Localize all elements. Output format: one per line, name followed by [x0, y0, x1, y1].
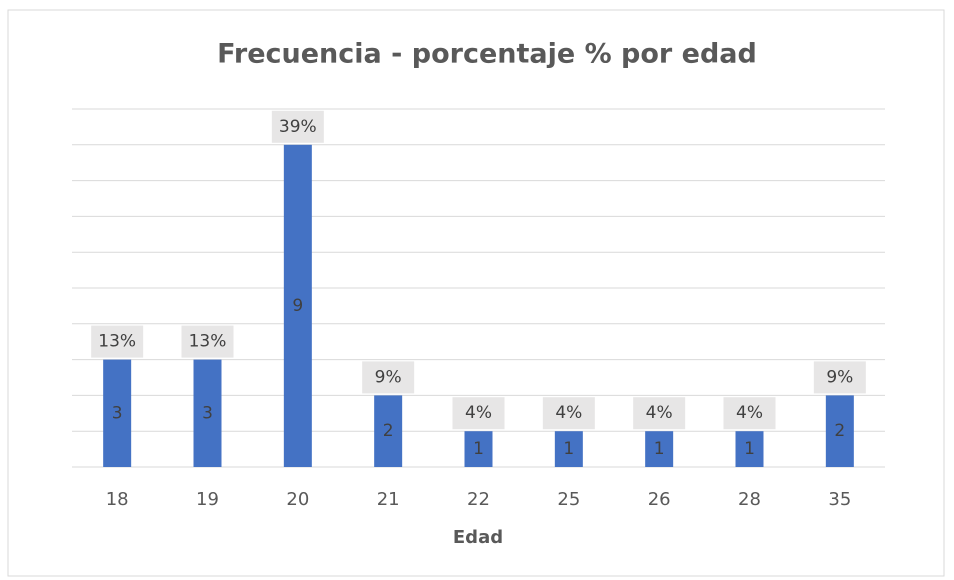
percent-label: 13% [189, 332, 227, 352]
x-tick-label: 26 [648, 489, 671, 510]
x-tick-label: 22 [467, 489, 490, 510]
data-label: 1 [654, 439, 665, 459]
bar [374, 395, 403, 467]
data-label: 9 [292, 296, 303, 316]
percent-label: 9% [826, 367, 853, 387]
bar [193, 359, 222, 467]
percent-label-box [452, 397, 505, 430]
percent-label: 9% [375, 367, 402, 387]
x-tick-label: 18 [106, 489, 129, 510]
percent-label-box [181, 325, 234, 358]
x-tick-label: 35 [828, 489, 851, 510]
bar [554, 431, 583, 467]
percent-label: 4% [465, 403, 492, 423]
data-label: 2 [834, 421, 845, 441]
data-label: 1 [473, 439, 484, 459]
x-tick-label: 21 [377, 489, 400, 510]
percent-label: 4% [646, 403, 673, 423]
x-tick-label: 19 [196, 489, 219, 510]
x-tick-label: 20 [286, 489, 309, 510]
data-label: 1 [744, 439, 755, 459]
x-axis-label: Edad [453, 527, 503, 548]
bar [735, 431, 764, 467]
bar [464, 431, 493, 467]
bar [645, 431, 674, 467]
percent-label-box [633, 397, 686, 430]
x-tick-label: 28 [738, 489, 761, 510]
x-tick-label: 25 [557, 489, 580, 510]
chart-border [7, 9, 945, 577]
percent-label: 13% [98, 332, 136, 352]
chart-title: Frecuencia - porcentaje % por edad [217, 39, 757, 70]
percent-label: 39% [279, 117, 317, 137]
percent-label-box [271, 110, 324, 143]
bar [103, 359, 132, 467]
percent-label: 4% [736, 403, 763, 423]
bar [283, 144, 312, 468]
percent-label-box [813, 361, 866, 394]
percent-label-box [362, 361, 415, 394]
data-label: 3 [202, 403, 213, 423]
data-label: 3 [112, 403, 123, 423]
data-label: 2 [383, 421, 394, 441]
percent-label-box [91, 325, 144, 358]
percent-label: 4% [555, 403, 582, 423]
percent-label-box [542, 397, 595, 430]
data-label: 1 [563, 439, 574, 459]
bar [825, 395, 854, 467]
percent-label-box [723, 397, 776, 430]
